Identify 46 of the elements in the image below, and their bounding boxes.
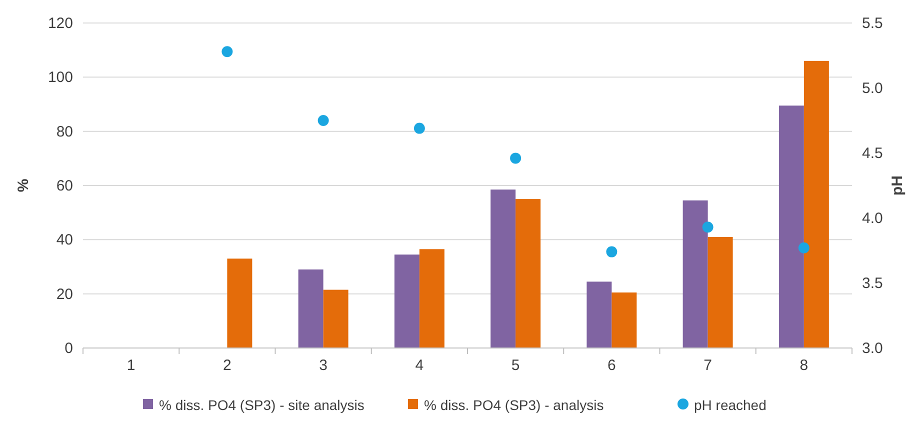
x-tick-label: 6 — [608, 357, 616, 374]
point — [606, 246, 618, 258]
y2-tick-label: 4.5 — [862, 145, 883, 162]
bar — [586, 282, 612, 348]
legend-label: % diss. PO4 (SP3) - analysis — [424, 397, 604, 413]
point — [414, 122, 425, 134]
bar — [804, 60, 829, 348]
bar — [394, 254, 420, 348]
legend-label: % diss. PO4 (SP3) - site analysis — [159, 397, 364, 413]
y-tick-label: 60 — [56, 178, 73, 194]
y-tick-label: 0 — [64, 340, 73, 357]
point — [798, 242, 810, 254]
bar — [419, 249, 444, 348]
y2-axis-title: pH — [889, 176, 906, 196]
bar — [298, 269, 324, 348]
y2-tick-label: 3.0 — [862, 340, 883, 357]
y2-tick-label: 5.0 — [862, 80, 883, 97]
x-tick-label: 1 — [126, 357, 136, 374]
x-tick-label: 7 — [704, 357, 712, 374]
point — [702, 222, 714, 233]
legend-label: pH reached — [694, 397, 766, 413]
y2-tick-label: 4.0 — [862, 210, 883, 227]
y-tick-label: 40 — [56, 232, 73, 249]
y-tick-label: 100 — [48, 69, 73, 86]
y2-tick-label: 5.5 — [862, 15, 883, 32]
bar — [227, 258, 252, 348]
x-tick-label: 5 — [511, 357, 520, 374]
bar — [323, 290, 348, 348]
point — [510, 152, 522, 164]
y-axis-title: % — [15, 178, 32, 192]
y-tick-label: 120 — [48, 15, 73, 32]
bar — [778, 106, 804, 348]
x-tick-label: 4 — [415, 357, 424, 374]
bar — [612, 292, 637, 348]
bar — [516, 199, 541, 348]
x-tick-label: 3 — [319, 357, 328, 374]
bar — [708, 236, 733, 348]
y2-tick-label: 3.5 — [862, 275, 883, 292]
point — [318, 115, 329, 126]
point — [222, 46, 233, 58]
bar — [682, 200, 708, 348]
x-tick-label: 8 — [800, 357, 808, 374]
y-tick-label: 20 — [56, 286, 73, 303]
x-tick-label: 2 — [223, 357, 232, 374]
y-tick-label: 80 — [56, 123, 73, 140]
bar — [490, 190, 516, 348]
